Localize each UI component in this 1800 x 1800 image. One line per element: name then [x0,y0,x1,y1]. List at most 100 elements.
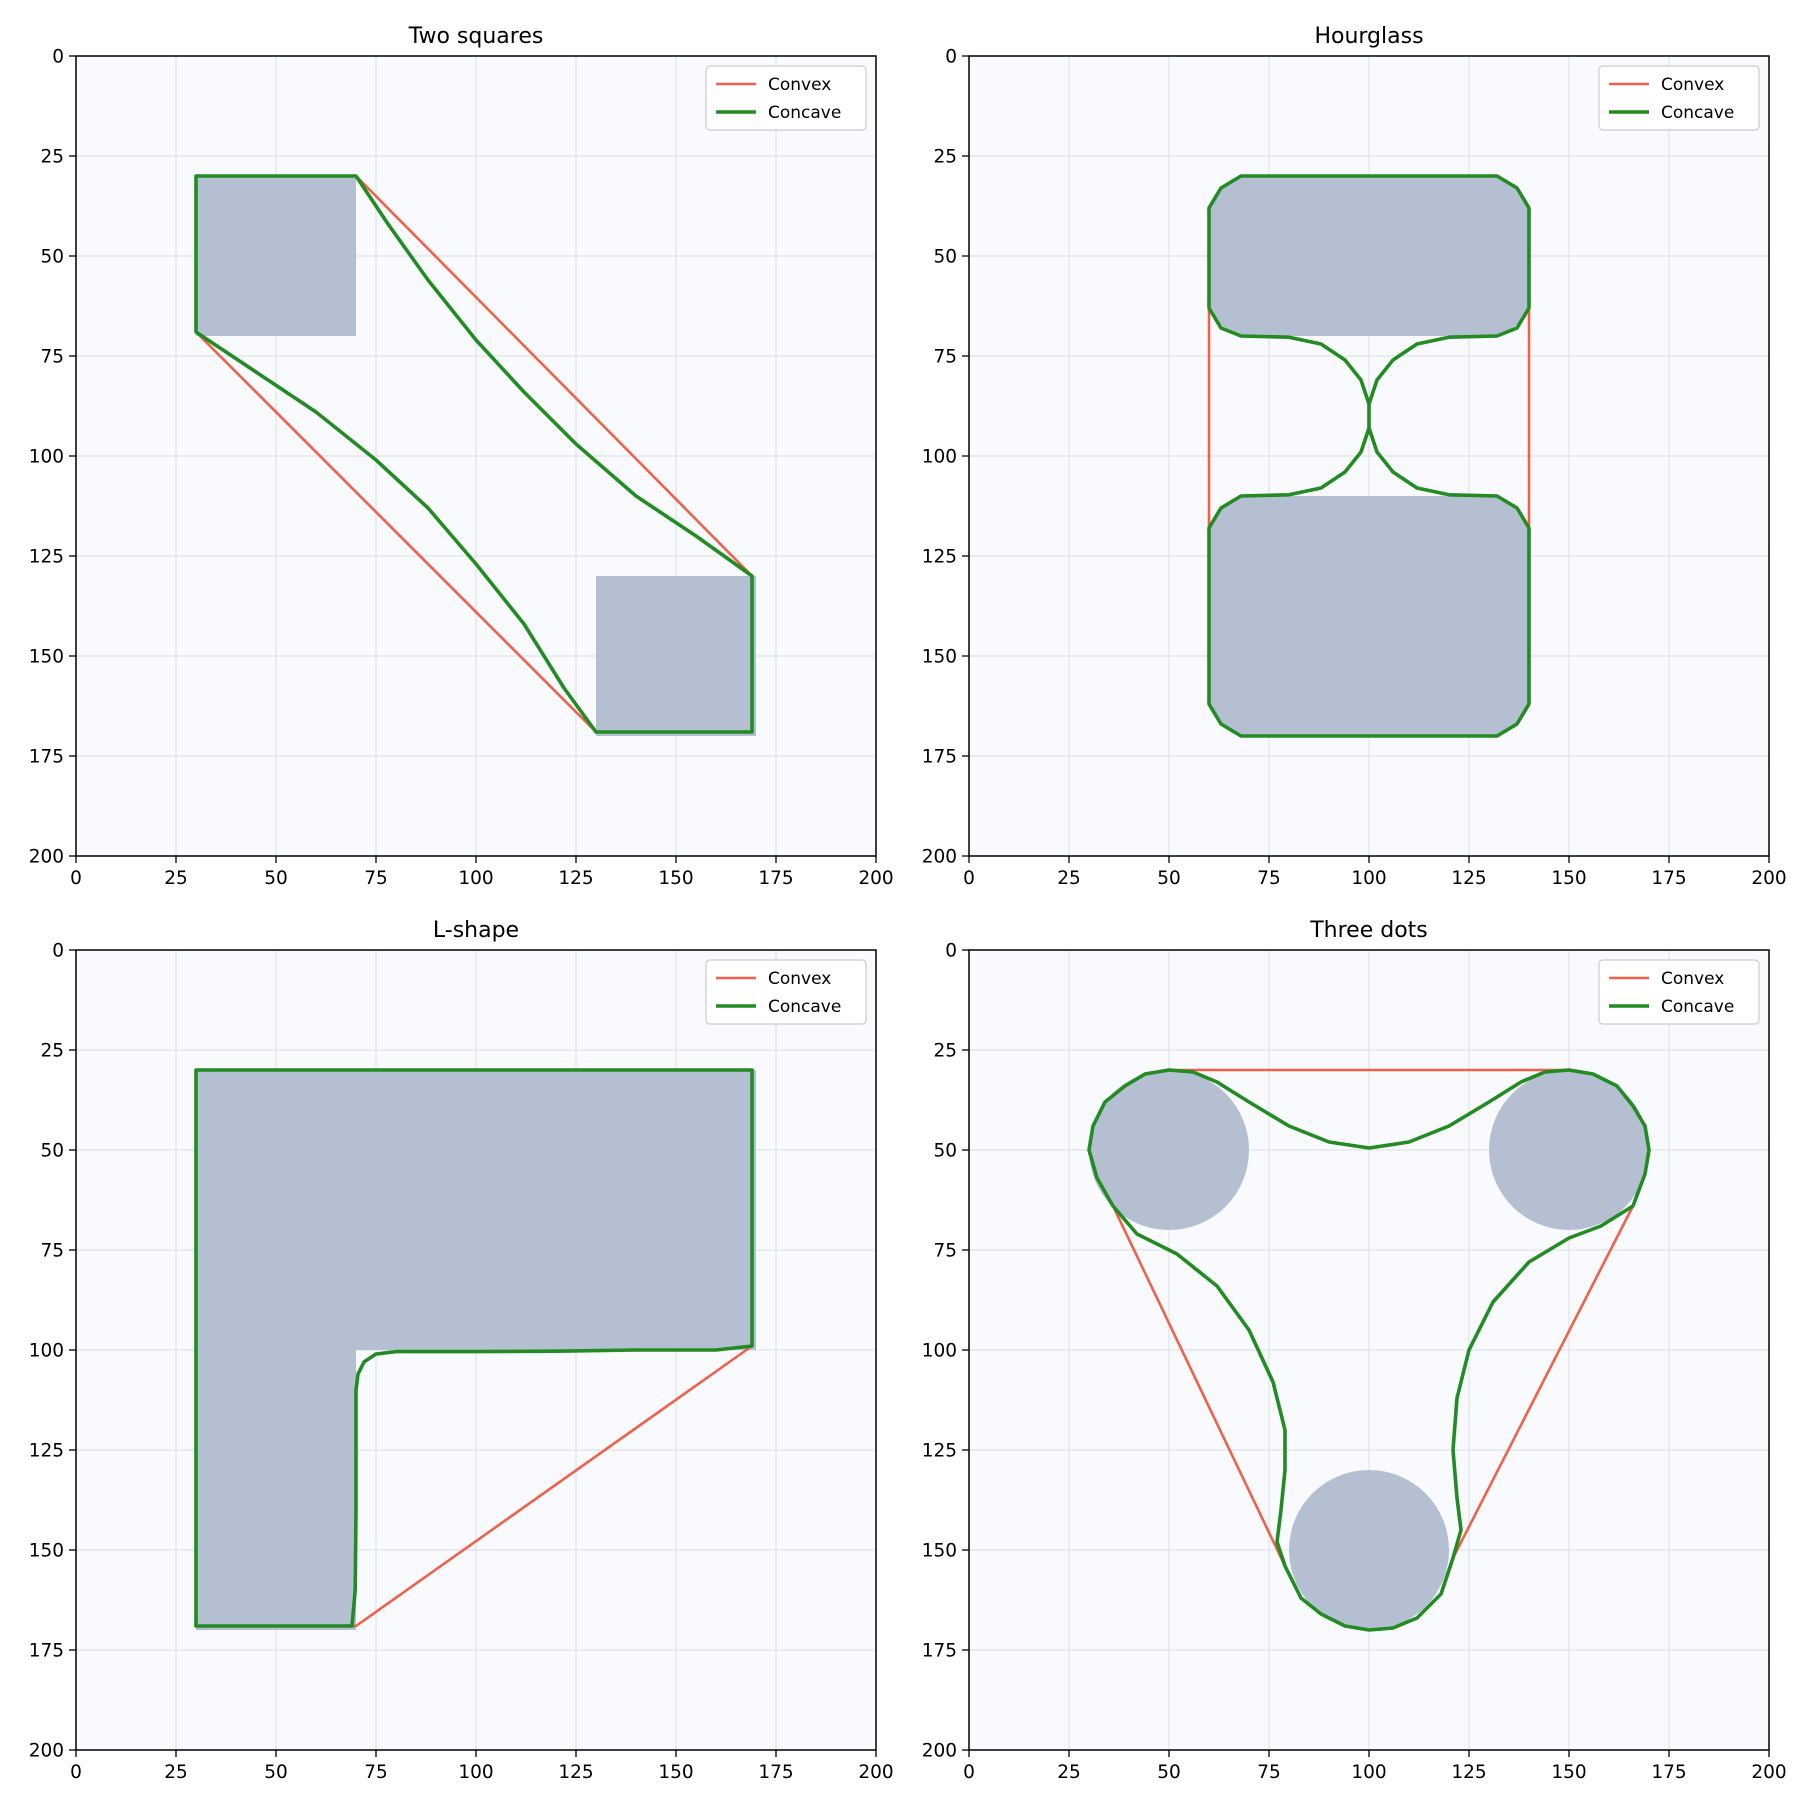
y-tick-label: 75 [40,1241,64,1262]
y-tick-label: 25 [40,147,64,168]
legend-concave-label: Concave [768,103,841,123]
legend: Convex Concave [1598,65,1760,131]
y-tick-label: 100 [29,1341,64,1362]
y-tick-label: 200 [922,847,957,868]
y-tick-label: 175 [29,747,64,768]
y-tick-label: 50 [933,247,957,268]
y-tick-label: 75 [933,347,957,368]
y-tick-label: 25 [933,1041,957,1062]
x-tick-label: 200 [858,868,893,889]
legend-convex-label: Convex [768,969,831,989]
x-tick-label: 150 [658,1762,693,1783]
y-tick-label: 100 [922,447,957,468]
y-tick-label: 150 [29,1541,64,1562]
x-tick-label: 100 [458,868,493,889]
x-tick-label: 75 [364,1762,388,1783]
x-tick-label: 25 [1057,1762,1081,1783]
filled-region [196,1070,756,1350]
y-tick-label: 0 [945,47,957,68]
x-tick-label: 0 [963,1762,975,1783]
y-tick-label: 0 [52,941,64,962]
x-tick-label: 100 [458,1762,493,1783]
concave-hull-line [194,174,754,734]
y-tick-label: 0 [945,941,957,962]
x-tick-label: 125 [558,868,593,889]
concave-hull-line [1087,1068,1651,1632]
filled-region [1209,496,1529,736]
x-tick-label: 50 [264,1762,288,1783]
x-tick-label: 150 [1551,1762,1586,1783]
chart-panel-4: 0 25 50 75 100 125 150 175 200 0 25 50 75 100 125 150 17… [922,918,1787,1783]
x-tick-label: 125 [1451,1762,1486,1783]
y-tick-label: 200 [29,847,64,868]
x-tick-label: 100 [1351,868,1386,889]
concave-hull-line [1207,174,1531,738]
y-tick-label: 150 [922,1541,957,1562]
chart-panel-3: 0 25 50 75 100 125 150 175 200 0 25 50 75 100 125 150 17… [29,918,894,1783]
x-tick-label: 0 [963,868,975,889]
x-tick-label: 0 [70,868,82,889]
y-tick-label: 0 [52,47,64,68]
legend-box [1598,65,1760,131]
legend-convex-label: Convex [1661,969,1724,989]
y-tick-label: 75 [40,347,64,368]
x-tick-label: 175 [758,868,793,889]
y-tick-label: 200 [29,1741,64,1762]
legend-convex-label: Convex [1661,75,1724,95]
y-tick-label: 150 [922,647,957,668]
x-tick-label: 200 [1751,868,1786,889]
legend-box [705,959,867,1025]
y-tick-label: 75 [933,1241,957,1262]
y-tick-label: 175 [922,1641,957,1662]
x-tick-label: 50 [264,868,288,889]
x-tick-label: 200 [858,1762,893,1783]
y-tick-label: 125 [922,1441,957,1462]
filled-region [1489,1070,1649,1230]
concave-hull-line [194,1068,754,1628]
legend: Convex Concave [705,65,867,131]
y-tick-label: 175 [922,747,957,768]
x-tick-label: 50 [1157,868,1181,889]
filled-region [596,576,756,736]
legend-concave-label: Concave [1661,103,1734,123]
chart-title: Three dots [1309,918,1428,943]
y-tick-label: 125 [29,1441,64,1462]
y-tick-label: 150 [29,647,64,668]
y-tick-label: 200 [922,1741,957,1762]
y-tick-label: 50 [40,247,64,268]
x-tick-label: 150 [658,868,693,889]
x-tick-label: 175 [758,1762,793,1783]
filled-region [1089,1070,1249,1230]
legend-box [705,65,867,131]
y-tick-label: 25 [40,1041,64,1062]
legend-box [1598,959,1760,1025]
x-tick-label: 25 [1057,868,1081,889]
legend-concave-label: Concave [1661,997,1734,1017]
y-tick-label: 25 [933,147,957,168]
legend-convex-label: Convex [768,75,831,95]
x-tick-label: 150 [1551,868,1586,889]
y-tick-label: 100 [29,447,64,468]
legend-concave-label: Concave [768,997,841,1017]
x-tick-label: 50 [1157,1762,1181,1783]
filled-region [196,176,356,336]
x-tick-label: 0 [70,1762,82,1783]
y-tick-label: 100 [922,1341,957,1362]
y-tick-label: 50 [40,1141,64,1162]
x-tick-label: 75 [1257,868,1281,889]
filled-region [1209,176,1529,336]
x-tick-label: 200 [1751,1762,1786,1783]
y-tick-label: 50 [933,1141,957,1162]
filled-region [196,1350,356,1630]
chart-panel-2: 0 25 50 75 100 125 150 175 200 0 25 50 75 100 125 150 17… [922,24,1787,889]
y-tick-label: 125 [29,547,64,568]
chart-title: Hourglass [1314,24,1423,49]
chart-title: Two squares [408,24,544,49]
filled-region [1289,1470,1449,1630]
x-tick-label: 125 [1451,868,1486,889]
x-tick-label: 175 [1651,1762,1686,1783]
x-tick-label: 75 [1257,1762,1281,1783]
chart-title: L-shape [433,918,519,943]
legend: Convex Concave [1598,959,1760,1025]
